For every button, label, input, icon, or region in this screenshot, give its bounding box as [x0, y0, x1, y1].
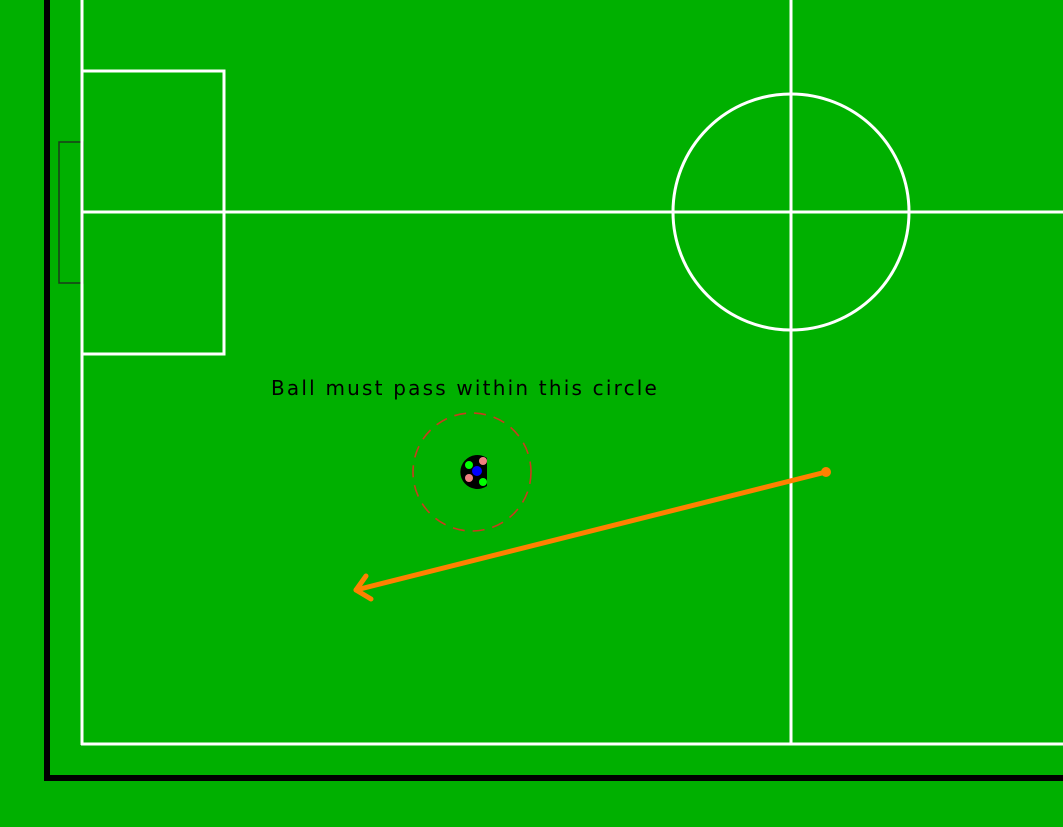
target-circle: [412, 412, 532, 532]
robot-icon: [460, 454, 487, 490]
robot-center-marker: [472, 466, 482, 476]
robot-marker-top-right: [479, 457, 487, 465]
robot-marker-top-left: [465, 461, 473, 469]
pass-arrow-shaft: [353, 469, 829, 593]
pass-arrow-origin: [821, 467, 831, 477]
pass-arrow-head: [353, 573, 374, 602]
robot-marker-bottom-right: [479, 478, 487, 486]
annotation-label: Ball must pass within this circle: [271, 376, 659, 400]
robot-marker-bottom-left: [465, 474, 473, 482]
center-circle: [671, 92, 911, 332]
arrow-icon: [353, 467, 831, 602]
